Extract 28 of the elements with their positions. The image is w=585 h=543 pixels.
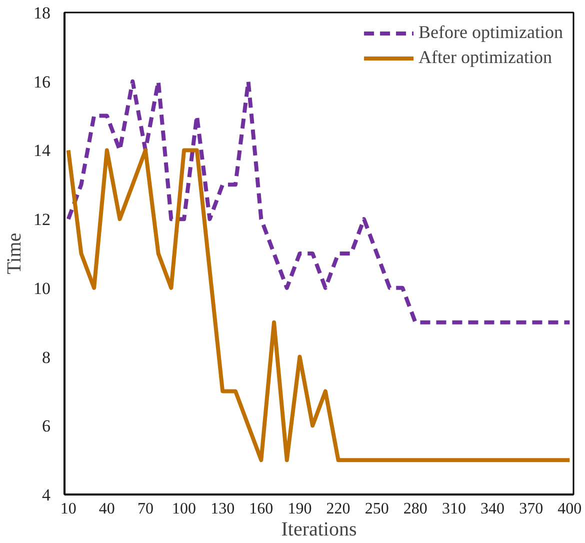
x-tick-label: 220 [326,500,350,518]
y-tick-label: 16 [34,72,50,92]
x-tick-label: 130 [210,500,235,518]
y-tick-label: 10 [34,278,50,298]
legend-label: After optimization [418,47,552,68]
x-tick-label: 10 [60,500,76,518]
line-series [66,79,572,324]
y-tick-label: 6 [42,416,50,436]
x-tick-label: 400 [558,500,582,518]
y-tick-label: 12 [34,210,50,230]
y-axis-title: Time [4,232,26,274]
x-tick-label: 280 [403,500,428,518]
x-tick-label: 160 [249,500,274,518]
x-tick-label: 250 [364,500,389,518]
y-tick-label: 4 [42,486,51,504]
y-tick-label: 14 [34,141,51,160]
line-series [66,148,572,462]
x-tick-label: 70 [137,500,154,518]
x-tick-label: 190 [288,500,312,518]
x-tick-label: 340 [480,500,505,518]
y-tick-label: 18 [34,4,50,22]
x-axis-title: Iterations [281,518,357,540]
x-tick-label: 370 [519,500,544,518]
legend-label: Before optimization [418,22,563,43]
y-tick-label: 8 [42,348,50,367]
x-tick-label: 100 [172,500,196,518]
x-tick-label: 40 [98,500,115,518]
x-tick-label: 310 [442,500,466,518]
